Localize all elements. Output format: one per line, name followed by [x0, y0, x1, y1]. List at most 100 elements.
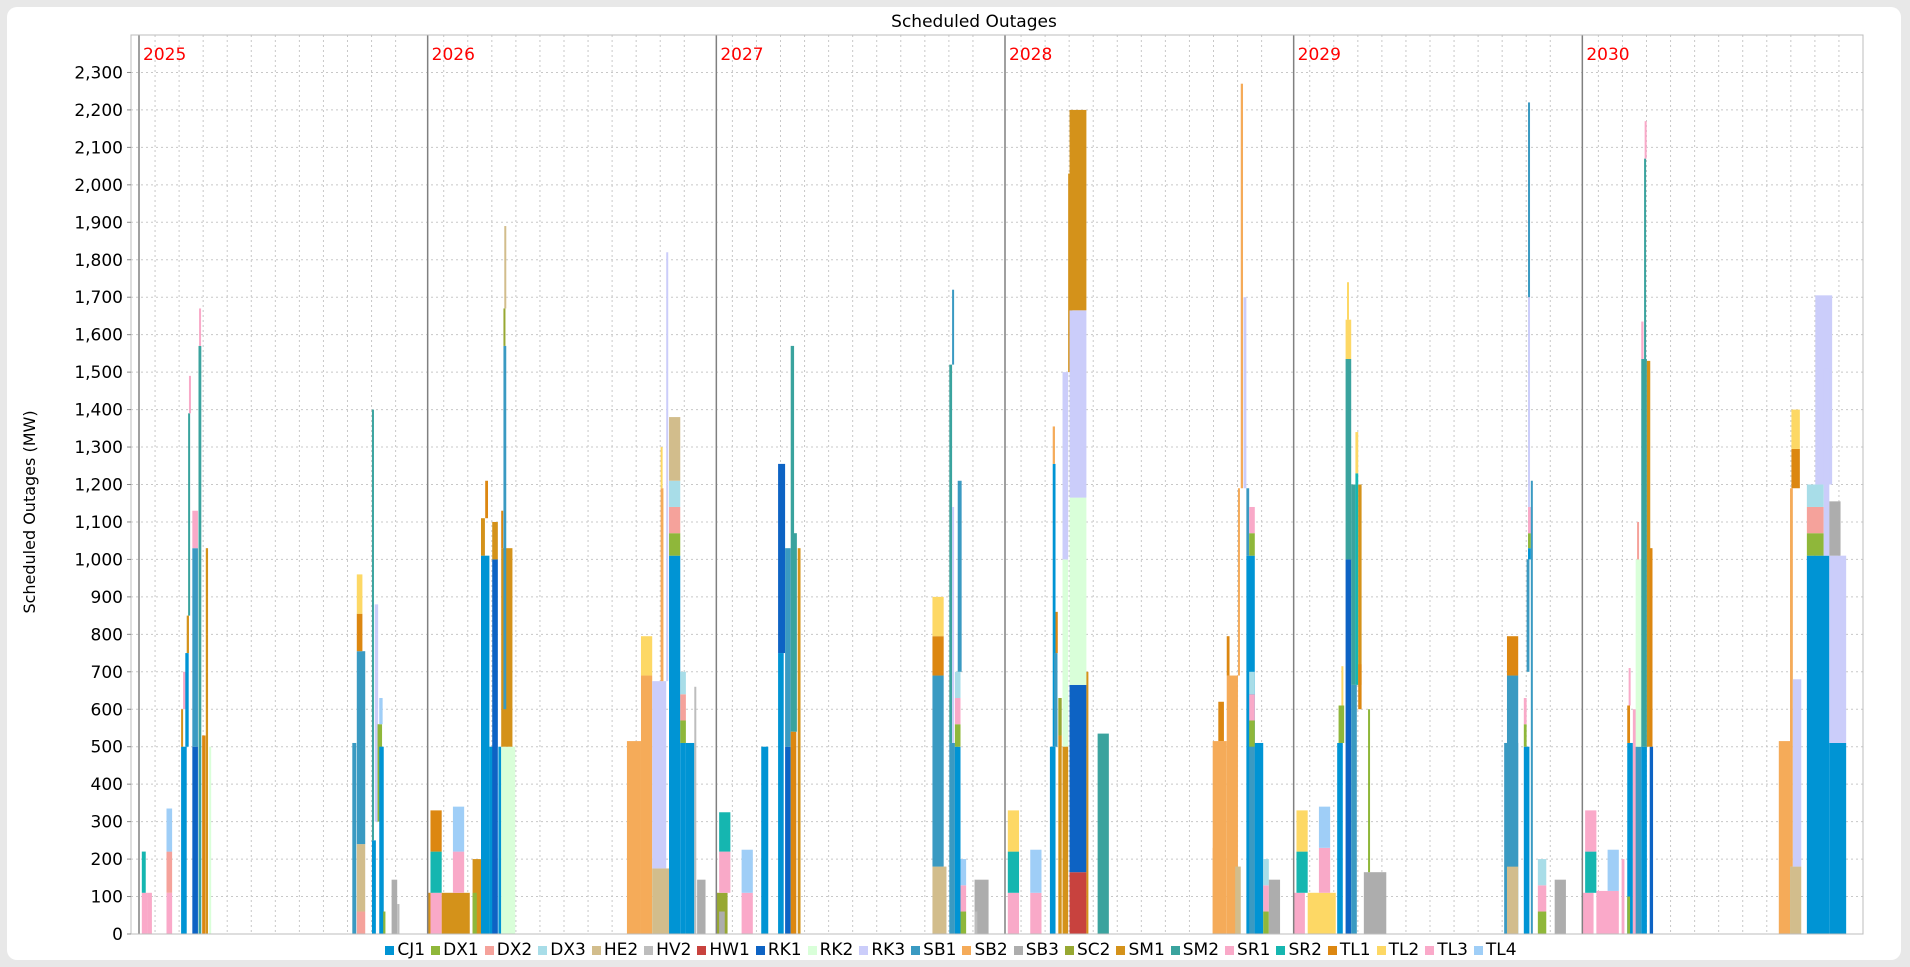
bar-segment-sb1 [1506, 675, 1519, 867]
bar-segment-sr1 [1628, 668, 1631, 706]
legend-label: SM2 [1182, 940, 1220, 960]
bar-segment-sb2 [1212, 741, 1227, 934]
bar-segment-sb1 [1635, 746, 1642, 934]
bar-segment-tl4 [1607, 849, 1619, 891]
year-label: 2028 [1009, 45, 1052, 65]
bar-segment-rk3 [1815, 295, 1833, 485]
bar-segment-dx2 [680, 694, 686, 721]
bar-segment-sb1 [1249, 746, 1255, 934]
legend-swatch [644, 945, 654, 955]
legend-swatch [807, 945, 817, 955]
bar-segment-sb1 [356, 651, 366, 845]
bar-segment-tl2 [1355, 432, 1359, 474]
y-tick-label: 2,100 [74, 138, 123, 158]
bar-segment-tl2 [1296, 810, 1308, 852]
bar-segment-cj1 [1052, 463, 1056, 747]
year-label: 2030 [1586, 45, 1629, 65]
bar-segment-sm1 [441, 892, 470, 934]
bar-segment-sb3 [391, 879, 398, 934]
bar-segment-tl2 [1345, 319, 1352, 360]
y-tick-label: 600 [91, 700, 123, 720]
legend-swatch [1425, 945, 1435, 955]
bar-segment-sr1 [430, 892, 442, 934]
legend-swatch [962, 945, 972, 955]
bar-segment-dx1 [1528, 533, 1531, 549]
legend-label: SC2 [1077, 940, 1111, 960]
bar-segment-sr1 [192, 510, 198, 549]
legend-swatch [385, 945, 395, 955]
bar-segment-he2 [1506, 866, 1519, 934]
bar-segment-sb1 [1526, 559, 1530, 672]
legend-item-tl3: TL3 [1425, 940, 1468, 960]
bar-segment-tl2 [1341, 666, 1344, 706]
bar-segment-sb1 [192, 548, 198, 747]
bar-segment-tl4 [379, 698, 383, 725]
y-tick-label: 100 [91, 888, 123, 908]
bar-segment-dx1 [1806, 533, 1824, 556]
bar-segment-he2 [356, 844, 366, 912]
bar-segment-hw1 [1069, 872, 1087, 934]
bar-segment-tl1 [202, 735, 206, 934]
bar-segment-rk3 [1829, 555, 1847, 743]
bar-segment-sm1 [186, 615, 189, 654]
bar-segment-cj1 [1523, 746, 1530, 934]
bar-segment-rk3 [1792, 679, 1802, 867]
bar-segment-sb1 [949, 742, 955, 934]
bar-segment-sm2 [790, 345, 795, 732]
bar-segment-rk3 [952, 506, 955, 743]
bar-segment-he2 [504, 226, 507, 309]
y-tick-label: 1,900 [74, 213, 123, 233]
legend-label: CJ1 [397, 940, 426, 960]
bar-segment-dx1 [1627, 896, 1631, 934]
legend-swatch [1065, 945, 1074, 955]
bar-segment-sr2 [1296, 851, 1308, 893]
bar-segment-dx2 [166, 851, 173, 893]
bar-segment-tl3 [1585, 810, 1597, 852]
bar-segment-tl3 [1596, 890, 1619, 934]
bar-segment-sb2 [660, 488, 664, 682]
bar-segment-sc2 [1058, 698, 1062, 736]
bar-segment-cj1 [1627, 742, 1633, 934]
bar-segment-sb1 [952, 289, 955, 365]
bar-segment-dx1 [1523, 724, 1527, 747]
bar-segment-sc2 [503, 308, 506, 346]
y-tick-label: 1,500 [74, 363, 123, 383]
bar-segment-sm2 [1351, 484, 1356, 685]
legend-item-rk2: RK2 [807, 940, 853, 960]
bar-segment-sr1 [1249, 506, 1255, 534]
y-tick-label: 1,000 [74, 550, 123, 570]
bar-segment-tl2 [640, 636, 653, 676]
bar-segment-tl1 [1649, 548, 1653, 747]
bar-segment-dx3 [1537, 859, 1547, 886]
bar-segment-cj1 [489, 746, 493, 934]
y-tick-label: 800 [91, 625, 123, 645]
bar-segment-sb2 [640, 675, 653, 934]
legend-swatch [484, 945, 494, 955]
bar-segment-sm1 [1086, 671, 1089, 934]
bar-segment-sb1 [1530, 480, 1533, 934]
bar-segment-cj1 [498, 746, 502, 934]
bar-segment-sr1 [188, 375, 191, 414]
bar-segment-dx1 [954, 724, 961, 747]
bar-segment-rk2 [1062, 559, 1069, 747]
bar-segment-sb1 [932, 675, 944, 867]
bar-segment-sb3 [1363, 872, 1387, 934]
legend-label: HV2 [656, 940, 692, 960]
legend-item-dx2: DX2 [484, 940, 532, 960]
bar-segment-sb1 [1528, 102, 1531, 298]
year-label: 2025 [143, 45, 186, 65]
legend-swatch [1116, 945, 1126, 955]
chart-svg: Scheduled Outages Scheduled Outages (MW)… [20, 12, 1864, 945]
bar-segment-dx1 [669, 533, 681, 556]
bar-segment-he2 [669, 417, 681, 481]
bar-segment-dx2 [669, 506, 681, 534]
legend-swatch [1276, 945, 1286, 955]
bar-segment-dx1 [472, 892, 477, 934]
bar-segment-rk2 [1069, 497, 1087, 685]
legend-swatch [1327, 945, 1337, 955]
bar-segment-sr1 [1030, 892, 1042, 934]
bar-segment-tl1 [356, 613, 363, 652]
y-tick-label: 1,200 [74, 476, 123, 496]
bar-segment-dx1 [1338, 705, 1345, 743]
bar-segment-tl2 [356, 574, 363, 614]
